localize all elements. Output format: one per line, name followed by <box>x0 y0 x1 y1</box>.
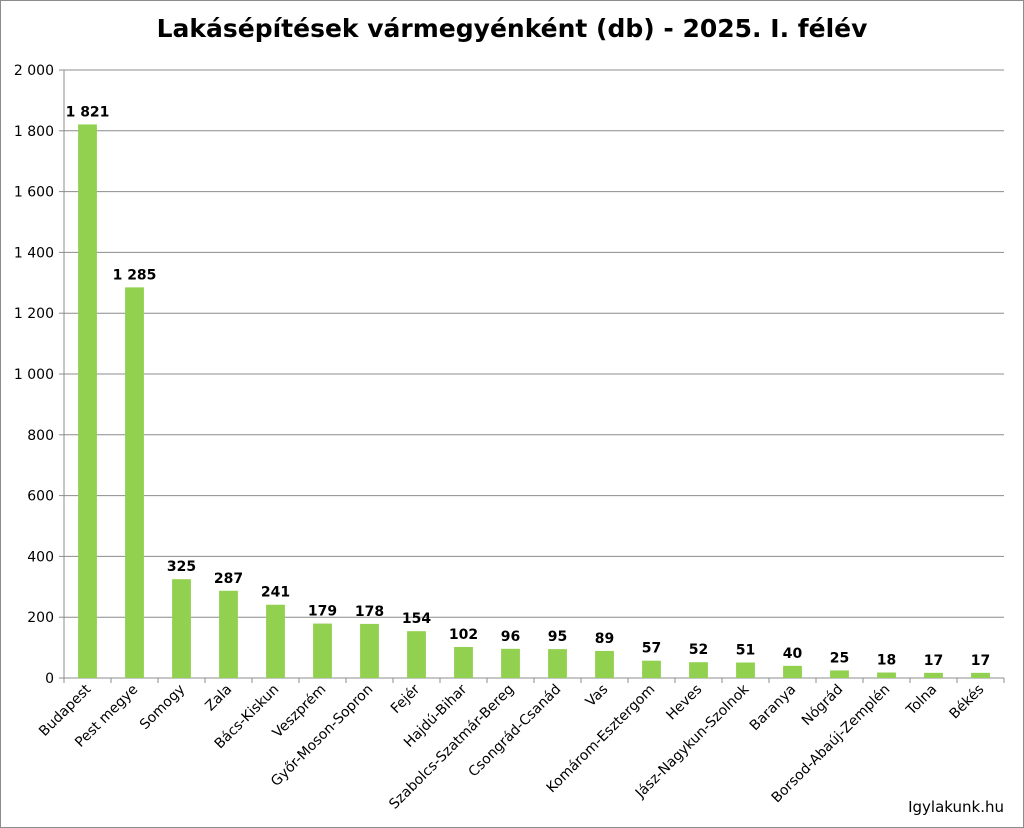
y-tick-label: 2 000 <box>14 63 54 79</box>
y-tick-label: 600 <box>27 489 54 505</box>
x-tick-label: Heves <box>663 682 705 724</box>
data-label: 57 <box>642 641 661 657</box>
data-label: 51 <box>736 642 755 658</box>
data-label: 95 <box>548 629 567 645</box>
chart-title: Lakásépítések vármegyénként (db) - 2025.… <box>156 14 868 43</box>
y-tick-label: 200 <box>27 610 54 626</box>
data-label: 1 285 <box>113 267 157 283</box>
bar <box>877 672 896 678</box>
bar <box>172 579 191 678</box>
y-tick-labels: 0 200 400 600 800 1 000 1 200 1 400 1 600 1 800 2 … <box>14 63 54 687</box>
y-tick-label: 1 200 <box>14 306 54 322</box>
data-label: 1 821 <box>66 104 110 120</box>
y-tick-label: 1 000 <box>14 367 54 383</box>
x-tick-label: Somogy <box>137 682 188 733</box>
x-tick-label: Nógrád <box>799 682 846 729</box>
bar <box>407 631 426 678</box>
x-tick-label: Zala <box>202 682 235 715</box>
bar <box>783 665 802 678</box>
bar <box>360 623 379 678</box>
bar <box>219 590 238 678</box>
bar <box>689 662 708 678</box>
data-label: 102 <box>449 627 478 643</box>
data-labels: 1 821 1 285 325 287 241 179 178 154 102 96 95 89 57 5… <box>66 104 991 668</box>
y-tick-label: 0 <box>45 671 54 687</box>
data-label: 241 <box>261 585 290 601</box>
bar <box>595 650 614 678</box>
bar <box>642 660 661 678</box>
bar <box>548 649 567 678</box>
x-tick-label: Vas <box>583 682 612 711</box>
data-label: 96 <box>501 629 520 645</box>
bar <box>78 124 97 678</box>
axes <box>59 69 1005 683</box>
data-label: 89 <box>595 631 614 647</box>
gridlines <box>64 69 1004 618</box>
x-tick-label: Baranya <box>747 682 800 735</box>
x-tick-label: Békés <box>947 682 988 723</box>
data-label: 17 <box>924 653 943 669</box>
data-label: 18 <box>877 653 896 669</box>
bar <box>125 287 144 678</box>
bar <box>830 670 849 678</box>
data-label: 52 <box>689 642 708 658</box>
data-label: 178 <box>355 604 384 620</box>
data-label: 40 <box>783 646 803 662</box>
data-label: 325 <box>167 559 196 575</box>
data-label: 25 <box>830 650 849 666</box>
y-tick-label: 400 <box>27 549 54 565</box>
bar <box>924 672 943 678</box>
x-tick-label: Tolna <box>903 682 941 720</box>
y-tick-label: 800 <box>27 428 54 444</box>
x-tick-label: Fejér <box>388 681 424 717</box>
x-tick-label: Csongrád-Csanád <box>466 682 565 781</box>
source-label: Igylakunk.hu <box>908 798 1004 816</box>
data-label: 17 <box>971 653 990 669</box>
bar <box>313 623 332 678</box>
bar <box>736 662 755 678</box>
data-label: 154 <box>402 611 431 627</box>
bar <box>501 648 520 678</box>
y-tick-label: 1 600 <box>14 185 54 201</box>
bar <box>266 604 285 678</box>
bars <box>78 124 990 678</box>
data-label: 287 <box>214 571 243 587</box>
y-tick-label: 1 800 <box>14 124 54 140</box>
y-tick-label: 1 400 <box>14 245 54 261</box>
bar <box>971 672 990 678</box>
data-label: 179 <box>308 604 337 620</box>
bar <box>454 646 473 678</box>
